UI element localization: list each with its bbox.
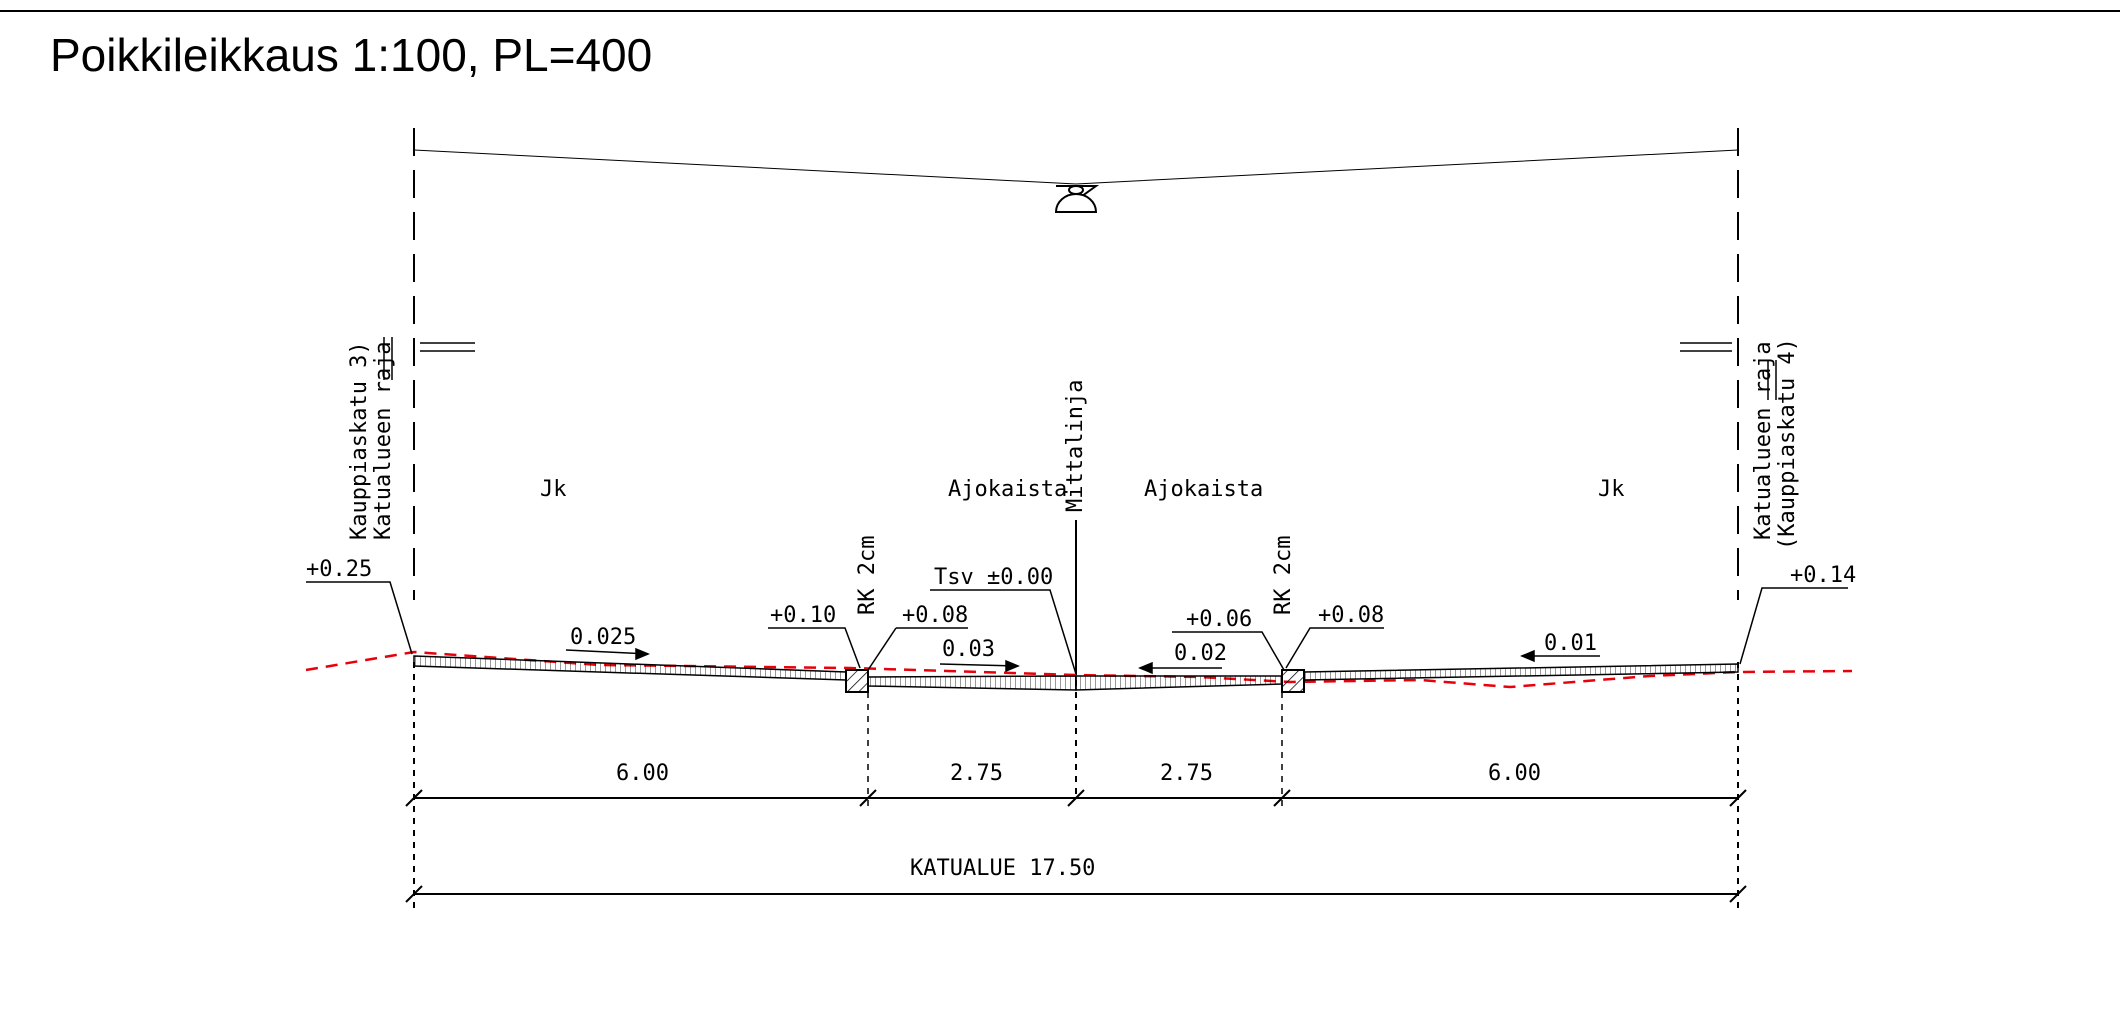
- slope-right-lane: 0.02: [1174, 641, 1227, 666]
- left-lane-pavement: [867, 675, 1077, 691]
- right-boundary-label-2: (Kauppiaskatu 4): [1775, 338, 1800, 550]
- elevation-left-curb-bottom: +0.08: [902, 603, 968, 628]
- elevation-leaders: [306, 581, 1848, 675]
- elevation-left-curb-top: +0.10: [770, 603, 836, 628]
- slope-left-sidewalk: 0.025: [570, 625, 636, 650]
- zone-left-lane: Ajokaista: [948, 477, 1067, 502]
- right-boundary-symbol: [1680, 342, 1777, 400]
- left-sidewalk-pavement: [413, 655, 847, 681]
- dimension-seg3: 2.75: [1160, 761, 1213, 786]
- dimension-line-segments: [405, 789, 1747, 807]
- street-light-icon: [1054, 185, 1100, 213]
- left-boundary-label-2: Katualueen raja: [371, 341, 396, 540]
- elevation-left-edge: +0.25: [306, 557, 372, 582]
- dimension-total: KATUALUE 17.50: [910, 856, 1095, 881]
- slope-arrows: [565, 647, 1600, 675]
- zone-right-lane: Ajokaista: [1144, 477, 1263, 502]
- left-boundary-symbol: [383, 337, 475, 380]
- slope-left-lane: 0.03: [942, 637, 995, 662]
- dimension-seg1: 6.00: [616, 761, 669, 786]
- right-boundary-label-1: Katualueen raja: [1751, 341, 1776, 540]
- centerline-label: Mittalinja: [1063, 380, 1088, 512]
- elevation-right-curb-bottom: +0.06: [1186, 607, 1252, 632]
- right-curb-label: RK 2cm: [1271, 536, 1296, 615]
- left-curb-label: RK 2cm: [855, 536, 880, 615]
- elevation-right-edge: +0.14: [1790, 563, 1856, 588]
- left-boundary-label-1: Kauppiaskatu 3): [347, 341, 372, 540]
- left-curb: [845, 669, 869, 693]
- dimension-seg4: 6.00: [1488, 761, 1541, 786]
- right-curb: [1281, 669, 1305, 693]
- slope-right-sidewalk: 0.01: [1544, 631, 1597, 656]
- frame-top-border: [0, 10, 2120, 12]
- zone-left-sidewalk: Jk: [540, 477, 567, 502]
- lighting-wire: [413, 149, 1739, 185]
- elevation-right-curb-top: +0.08: [1318, 603, 1384, 628]
- elevation-center: Tsv ±0.00: [934, 565, 1053, 590]
- zone-right-sidewalk: Jk: [1598, 477, 1625, 502]
- dimension-seg2: 2.75: [950, 761, 1003, 786]
- right-lane-pavement: [1075, 675, 1283, 691]
- dimension-line-total: [405, 885, 1747, 903]
- drawing-title: Poikkileikkaus 1:100, PL=400: [50, 29, 653, 81]
- right-sidewalk-pavement: [1303, 663, 1739, 681]
